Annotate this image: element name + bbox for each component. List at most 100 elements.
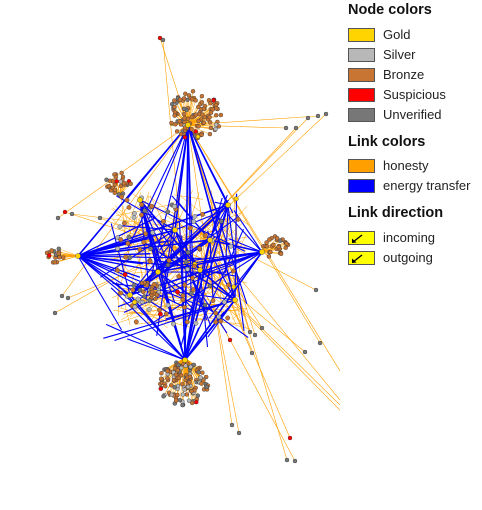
graph-node[interactable]	[182, 304, 187, 310]
graph-node[interactable]	[197, 267, 203, 273]
graph-node[interactable]	[231, 284, 237, 290]
graph-node[interactable]	[194, 399, 199, 405]
graph-node[interactable]	[287, 435, 293, 441]
graph-node[interactable]	[187, 374, 193, 379]
graph-node[interactable]	[144, 282, 150, 288]
graph-node[interactable]	[165, 376, 170, 381]
graph-node[interactable]	[252, 332, 258, 338]
graph-node[interactable]	[57, 255, 62, 260]
graph-node[interactable]	[190, 275, 196, 281]
graph-node[interactable]	[235, 216, 241, 222]
graph-node[interactable]	[207, 120, 213, 125]
graph-node[interactable]	[65, 295, 71, 301]
graph-node[interactable]	[137, 197, 143, 203]
graph-node[interactable]	[161, 218, 166, 224]
graph-node[interactable]	[196, 104, 201, 110]
graph-node[interactable]	[184, 392, 190, 397]
graph-node[interactable]	[155, 269, 161, 275]
graph-node[interactable]	[208, 100, 213, 106]
graph-node[interactable]	[213, 126, 218, 132]
graph-node[interactable]	[179, 382, 185, 387]
graph-node[interactable]	[128, 181, 133, 187]
graph-node[interactable]	[150, 230, 156, 236]
graph-node[interactable]	[122, 272, 128, 277]
graph-node[interactable]	[302, 349, 308, 355]
graph-node[interactable]	[196, 124, 201, 129]
graph-node[interactable]	[139, 212, 144, 218]
graph-node[interactable]	[75, 253, 81, 259]
graph-node[interactable]	[276, 244, 281, 250]
graph-node[interactable]	[160, 37, 166, 43]
graph-node[interactable]	[56, 251, 61, 257]
graph-node[interactable]	[218, 218, 224, 224]
graph-node[interactable]	[275, 236, 280, 241]
graph-node[interactable]	[143, 231, 149, 237]
graph-node[interactable]	[292, 458, 298, 464]
graph-node[interactable]	[117, 224, 123, 230]
graph-node[interactable]	[137, 247, 143, 253]
graph-node[interactable]	[183, 91, 188, 97]
graph-node[interactable]	[122, 220, 127, 226]
graph-node[interactable]	[184, 319, 190, 325]
graph-node[interactable]	[236, 430, 242, 436]
graph-node[interactable]	[227, 337, 233, 343]
graph-node[interactable]	[200, 211, 205, 217]
graph-node[interactable]	[315, 113, 321, 119]
graph-node[interactable]	[195, 134, 201, 139]
graph-node[interactable]	[157, 307, 162, 313]
graph-node[interactable]	[132, 304, 138, 310]
graph-node[interactable]	[264, 240, 269, 245]
graph-node[interactable]	[140, 299, 145, 305]
graph-node[interactable]	[181, 111, 187, 117]
graph-node[interactable]	[231, 268, 236, 274]
graph-node[interactable]	[284, 457, 290, 463]
graph-node[interactable]	[213, 319, 219, 325]
graph-node[interactable]	[196, 118, 201, 124]
graph-node[interactable]	[115, 267, 120, 273]
graph-node[interactable]	[177, 118, 182, 124]
graph-node[interactable]	[149, 289, 155, 295]
graph-node[interactable]	[115, 246, 120, 252]
graph-node[interactable]	[159, 371, 164, 376]
graph-node[interactable]	[148, 246, 154, 252]
graph-node[interactable]	[59, 293, 65, 299]
graph-node[interactable]	[199, 381, 204, 386]
graph-node[interactable]	[271, 242, 276, 248]
graph-node[interactable]	[142, 294, 147, 299]
graph-node[interactable]	[190, 89, 196, 94]
graph-node[interactable]	[124, 197, 130, 203]
graph-node[interactable]	[154, 292, 160, 297]
graph-node[interactable]	[137, 287, 143, 293]
graph-node[interactable]	[211, 97, 216, 103]
graph-node[interactable]	[199, 100, 205, 105]
graph-node[interactable]	[267, 237, 272, 242]
graph-node[interactable]	[178, 131, 184, 137]
graph-node[interactable]	[133, 319, 139, 325]
graph-node[interactable]	[207, 283, 213, 289]
graph-node[interactable]	[278, 251, 284, 257]
graph-node[interactable]	[180, 293, 186, 298]
graph-node[interactable]	[49, 248, 54, 253]
graph-node[interactable]	[193, 320, 199, 326]
graph-node[interactable]	[153, 296, 158, 301]
graph-node[interactable]	[125, 240, 131, 246]
graph-node[interactable]	[62, 209, 68, 215]
graph-node[interactable]	[186, 398, 192, 403]
graph-node[interactable]	[207, 237, 213, 243]
graph-node[interactable]	[97, 215, 103, 221]
graph-node[interactable]	[213, 122, 219, 127]
graph-node[interactable]	[204, 384, 209, 389]
graph-node[interactable]	[284, 241, 289, 246]
graph-node[interactable]	[172, 113, 177, 118]
graph-node[interactable]	[193, 112, 199, 117]
graph-node[interactable]	[191, 219, 197, 224]
graph-node[interactable]	[293, 125, 299, 131]
graph-node[interactable]	[131, 282, 137, 288]
graph-node[interactable]	[317, 340, 323, 346]
graph-node[interactable]	[157, 311, 163, 317]
graph-node[interactable]	[127, 292, 133, 298]
graph-node[interactable]	[283, 245, 288, 251]
graph-node[interactable]	[47, 253, 52, 258]
graph-node[interactable]	[181, 106, 187, 112]
graph-node[interactable]	[190, 287, 196, 293]
